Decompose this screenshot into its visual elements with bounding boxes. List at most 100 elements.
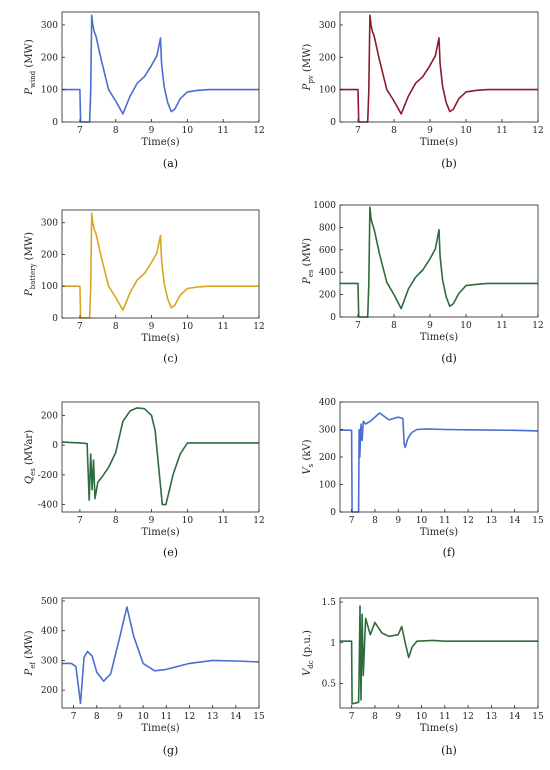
y-axis-label-symbol: V bbox=[302, 667, 313, 676]
plot-frame bbox=[339, 11, 539, 123]
y-tick-label: 500 bbox=[41, 597, 58, 607]
plot-frame bbox=[339, 401, 539, 513]
panel-b: 7 8 9 10 11 12 0 100 200 300 Time(s) Ppv (MW) (b) bbox=[302, 11, 544, 170]
x-tick-label: 12 bbox=[184, 712, 195, 722]
y-tick-label: 0 bbox=[52, 118, 58, 128]
y-axis-label-unit: (MW) bbox=[302, 238, 313, 270]
y-tick-label: 0 bbox=[330, 118, 336, 128]
y-tick-label: 1 bbox=[330, 639, 336, 649]
plot-frame bbox=[339, 204, 539, 318]
x-axis-label: Time(s) bbox=[141, 137, 179, 148]
y-axis-label: Pbattery (MW) bbox=[24, 232, 37, 297]
y-tick-label: 800 bbox=[319, 223, 336, 233]
x-tick-label: 12 bbox=[532, 321, 543, 331]
y-axis-label-unit: (MVar) bbox=[24, 430, 35, 468]
x-tick-label: 10 bbox=[182, 322, 194, 332]
panel-g: 7 8 9 10 11 12 13 14 15 200 300 400 500 Time(s) Pef (M… bbox=[24, 597, 265, 757]
y-axis-label-unit: (p.u.) bbox=[302, 630, 313, 660]
panel-label: (d) bbox=[441, 352, 457, 365]
y-tick-label: 400 bbox=[41, 627, 58, 637]
panel-label: (c) bbox=[163, 352, 178, 365]
y-axis-label: Pwind (MW) bbox=[24, 39, 37, 96]
y-axis-label-unit: (MW) bbox=[302, 44, 313, 76]
x-tick-label: 9 bbox=[149, 516, 155, 526]
x-tick-label: 10 bbox=[182, 516, 194, 526]
x-tick-label: 11 bbox=[161, 712, 172, 722]
y-tick-label: 200 bbox=[319, 291, 336, 301]
y-tick-label: 200 bbox=[41, 250, 58, 260]
x-tick-label: 7 bbox=[355, 321, 361, 331]
y-tick-label: 600 bbox=[319, 246, 336, 256]
x-tick-label: 14 bbox=[230, 712, 242, 722]
y-axis-label-subscript: es bbox=[307, 269, 315, 277]
x-tick-label: 12 bbox=[253, 322, 264, 332]
x-tick-label: 7 bbox=[349, 712, 355, 722]
x-tick-label: 9 bbox=[149, 126, 155, 136]
plot-frame bbox=[61, 401, 260, 513]
y-tick-label: 0 bbox=[330, 313, 336, 323]
y-tick-label: 300 bbox=[41, 219, 58, 229]
x-tick-label: 8 bbox=[372, 516, 378, 526]
panel-d: 7 8 9 10 11 12 0 200 400 600 800 1000 Time(s) Pes (MW… bbox=[302, 201, 544, 365]
x-axis-label: Time(s) bbox=[420, 723, 458, 734]
panel-e: 7 8 9 10 11 12 -400 -200 0 200 Time(s) Qes (MVar) (e… bbox=[24, 401, 265, 559]
y-axis-label-symbol: P bbox=[302, 277, 313, 285]
x-tick-label: 11 bbox=[496, 321, 507, 331]
series-line bbox=[61, 407, 259, 506]
x-tick-label: 9 bbox=[427, 126, 433, 136]
panel-a: 7 8 9 10 11 12 0 100 200 300 Time(s) Pwind (MW) (a) bbox=[24, 11, 265, 170]
y-tick-label: 400 bbox=[319, 398, 336, 408]
y-tick-label: 300 bbox=[41, 21, 58, 31]
x-tick-label: 15 bbox=[532, 712, 544, 722]
y-tick-label: 200 bbox=[41, 686, 58, 696]
x-tick-label: 12 bbox=[253, 516, 264, 526]
x-tick-label: 9 bbox=[117, 712, 123, 722]
y-tick-label: 200 bbox=[319, 453, 336, 463]
x-tick-label: 8 bbox=[94, 712, 100, 722]
x-tick-label: 11 bbox=[217, 516, 228, 526]
x-axis-label: Time(s) bbox=[141, 333, 179, 344]
panel-label: (a) bbox=[163, 157, 178, 170]
y-axis-label-subscript: es bbox=[29, 468, 37, 476]
x-tick-label: 11 bbox=[439, 712, 450, 722]
plot-frame bbox=[339, 597, 539, 709]
y-axis-label-subscript: s bbox=[307, 463, 315, 467]
x-tick-label: 7 bbox=[77, 126, 83, 136]
y-tick-label: 200 bbox=[41, 53, 58, 63]
x-tick-label: 9 bbox=[395, 516, 401, 526]
x-tick-label: 8 bbox=[391, 321, 397, 331]
y-tick-label: 100 bbox=[319, 86, 336, 96]
series-line bbox=[340, 605, 538, 705]
y-axis-label-symbol: V bbox=[302, 466, 313, 475]
x-tick-label: 10 bbox=[182, 126, 194, 136]
panel-label: (b) bbox=[441, 157, 457, 170]
x-tick-label: 12 bbox=[253, 126, 264, 136]
x-tick-label: 7 bbox=[355, 126, 361, 136]
x-tick-label: 7 bbox=[77, 516, 83, 526]
plot-frame bbox=[61, 597, 260, 709]
x-tick-label: 10 bbox=[416, 712, 428, 722]
x-tick-label: 9 bbox=[427, 321, 433, 331]
y-axis-label-symbol: P bbox=[24, 289, 35, 297]
y-tick-label: 0 bbox=[330, 508, 336, 518]
x-tick-label: 12 bbox=[462, 516, 473, 526]
y-axis-label-subscript: dc bbox=[307, 660, 315, 668]
x-tick-label: 9 bbox=[149, 322, 155, 332]
plot-frame bbox=[61, 209, 260, 319]
series-line bbox=[339, 412, 539, 513]
panel-label: (e) bbox=[163, 546, 178, 559]
x-tick-label: 15 bbox=[532, 516, 544, 526]
y-axis-label-unit: (MW) bbox=[24, 39, 35, 71]
y-axis-label: Vs (kV) bbox=[302, 439, 315, 474]
y-axis-label: Pef (MW) bbox=[24, 630, 37, 676]
y-tick-label: 300 bbox=[41, 656, 58, 666]
series-line bbox=[62, 606, 260, 705]
x-tick-label: 11 bbox=[439, 516, 450, 526]
x-tick-label: 7 bbox=[71, 712, 77, 722]
x-tick-label: 8 bbox=[391, 126, 397, 136]
y-tick-label: -400 bbox=[38, 501, 58, 511]
x-tick-label: 8 bbox=[113, 516, 119, 526]
